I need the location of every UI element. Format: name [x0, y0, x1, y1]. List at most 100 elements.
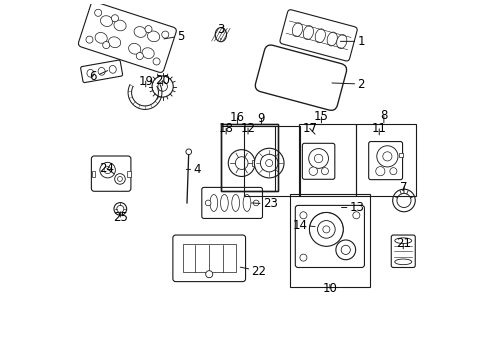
Text: 15: 15 — [313, 111, 328, 123]
Circle shape — [114, 174, 125, 184]
Text: 4: 4 — [186, 163, 201, 176]
Circle shape — [317, 221, 334, 238]
Text: 13: 13 — [341, 201, 364, 214]
Ellipse shape — [292, 23, 302, 37]
Ellipse shape — [394, 259, 411, 265]
Text: 21: 21 — [395, 237, 410, 250]
Text: 3: 3 — [217, 23, 224, 40]
Ellipse shape — [243, 194, 250, 211]
Bar — [220, 123, 278, 191]
Ellipse shape — [134, 27, 146, 37]
Circle shape — [158, 82, 167, 91]
Bar — [244, 126, 299, 195]
Circle shape — [86, 36, 93, 43]
Bar — [92, 171, 95, 177]
Ellipse shape — [336, 35, 346, 49]
Circle shape — [104, 167, 111, 174]
Text: 1: 1 — [340, 35, 364, 48]
FancyBboxPatch shape — [91, 156, 131, 191]
Text: 23: 23 — [251, 198, 277, 211]
Text: 20: 20 — [155, 74, 170, 87]
Circle shape — [321, 168, 328, 175]
FancyBboxPatch shape — [302, 143, 334, 179]
Text: 16: 16 — [229, 111, 244, 125]
Circle shape — [117, 176, 122, 181]
Ellipse shape — [142, 48, 154, 59]
FancyBboxPatch shape — [81, 60, 122, 82]
Circle shape — [205, 271, 212, 278]
Text: 22: 22 — [240, 265, 266, 278]
Circle shape — [205, 200, 210, 206]
Bar — [220, 126, 275, 191]
FancyBboxPatch shape — [295, 206, 364, 267]
Bar — [127, 171, 130, 177]
Circle shape — [185, 149, 191, 154]
FancyBboxPatch shape — [202, 188, 262, 219]
Circle shape — [111, 15, 118, 22]
Circle shape — [114, 203, 126, 215]
Text: 7: 7 — [399, 181, 407, 194]
Text: 10: 10 — [322, 282, 337, 295]
Ellipse shape — [95, 32, 107, 43]
Text: 12: 12 — [240, 122, 255, 135]
Circle shape — [308, 167, 317, 175]
Circle shape — [102, 41, 109, 49]
Circle shape — [392, 189, 414, 212]
Circle shape — [253, 200, 259, 206]
Text: 6: 6 — [89, 71, 107, 84]
Text: 19: 19 — [138, 75, 153, 88]
Ellipse shape — [315, 29, 325, 43]
Circle shape — [335, 240, 355, 260]
Bar — [398, 153, 403, 157]
Bar — [183, 244, 235, 273]
Text: 5: 5 — [164, 30, 184, 42]
Ellipse shape — [108, 37, 121, 48]
Ellipse shape — [128, 44, 141, 54]
FancyBboxPatch shape — [78, 2, 176, 72]
Text: 11: 11 — [371, 122, 386, 135]
Circle shape — [299, 254, 306, 261]
Circle shape — [117, 206, 123, 212]
FancyBboxPatch shape — [173, 235, 245, 282]
Ellipse shape — [220, 194, 228, 211]
Circle shape — [341, 245, 349, 255]
Circle shape — [260, 154, 278, 172]
Bar — [252, 160, 259, 166]
Ellipse shape — [215, 28, 226, 42]
Ellipse shape — [109, 66, 116, 73]
Circle shape — [265, 159, 272, 167]
Circle shape — [153, 58, 160, 65]
Ellipse shape — [147, 31, 160, 42]
Circle shape — [352, 212, 359, 219]
FancyBboxPatch shape — [280, 10, 356, 61]
Bar — [290, 194, 369, 287]
Text: 14: 14 — [292, 219, 314, 231]
Circle shape — [254, 148, 284, 178]
Text: 25: 25 — [113, 211, 127, 224]
Ellipse shape — [394, 238, 411, 243]
Circle shape — [382, 152, 391, 161]
Ellipse shape — [209, 194, 217, 211]
Ellipse shape — [114, 20, 126, 31]
Ellipse shape — [101, 16, 112, 27]
Circle shape — [299, 212, 306, 219]
FancyBboxPatch shape — [368, 141, 402, 180]
Ellipse shape — [326, 32, 337, 46]
Bar — [356, 123, 415, 195]
Circle shape — [235, 157, 247, 170]
Circle shape — [228, 150, 255, 176]
Text: 17: 17 — [302, 122, 317, 135]
Polygon shape — [128, 85, 162, 109]
Text: 2: 2 — [331, 77, 364, 90]
Circle shape — [152, 76, 173, 97]
Circle shape — [136, 53, 143, 59]
Bar — [299, 123, 356, 195]
Circle shape — [162, 31, 168, 38]
Ellipse shape — [303, 26, 313, 40]
Circle shape — [375, 167, 384, 176]
Circle shape — [144, 26, 152, 33]
FancyBboxPatch shape — [390, 235, 414, 267]
Circle shape — [376, 146, 397, 167]
Text: 8: 8 — [379, 109, 387, 123]
Ellipse shape — [87, 69, 94, 77]
